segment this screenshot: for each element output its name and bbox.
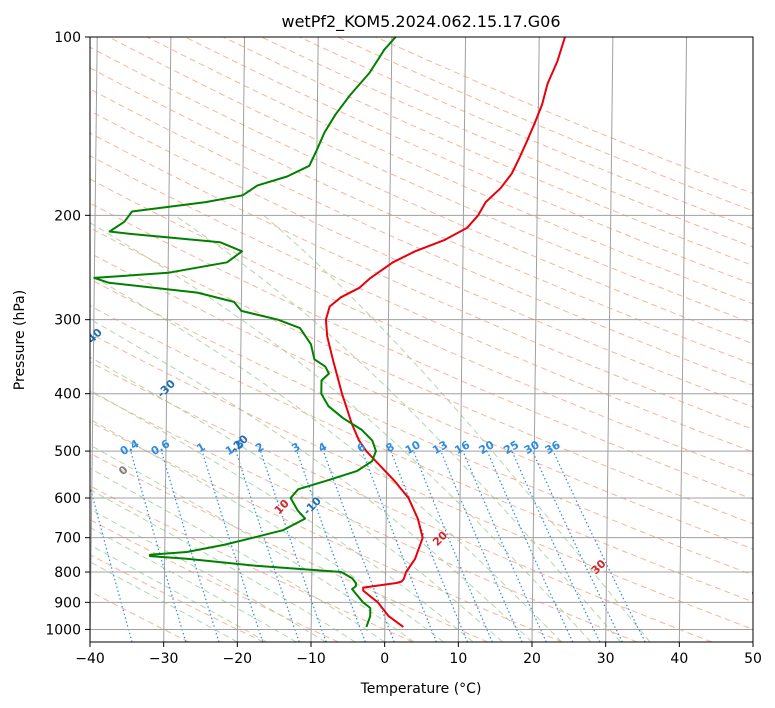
x-tick-label: −10 xyxy=(296,651,326,667)
dry-adiabat-line xyxy=(90,361,712,642)
dry-adiabat-line xyxy=(90,132,753,430)
mixing-ratio-line xyxy=(361,450,437,642)
isotherm-line xyxy=(678,37,688,642)
dry-adiabat-label: 40 xyxy=(748,582,768,602)
dry-adiabat-line xyxy=(90,305,753,603)
y-tick-label: 400 xyxy=(54,387,81,403)
y-tick-label: 600 xyxy=(54,491,81,507)
isotherm-line xyxy=(531,37,540,642)
moist-adiabat-line xyxy=(90,274,562,642)
mixing-ratio-line xyxy=(235,450,300,642)
dry-adiabat-line xyxy=(90,554,264,642)
isotherm-lines xyxy=(90,37,753,642)
dry-adiabat-line xyxy=(90,67,753,365)
mixing-ratio-label: 0.2 xyxy=(68,437,91,458)
chart-title: wetPf2_KOM5.2024.062.15.17.G06 xyxy=(281,12,560,32)
y-tick-label: 200 xyxy=(54,208,81,224)
dry-adiabat-line xyxy=(90,332,753,630)
moist-adiabat-line xyxy=(90,526,297,642)
mixing-ratio-line xyxy=(462,450,547,642)
isotherm-line xyxy=(457,37,467,642)
isotherm-line xyxy=(90,37,98,642)
mixing-ratio-line xyxy=(130,450,187,642)
y-tick-label: 100 xyxy=(54,30,81,46)
temperature-profile-line xyxy=(324,37,566,628)
dry-adiabat-lines xyxy=(90,37,753,642)
moist-adiabat-line xyxy=(90,222,592,642)
mixing-ratio-line xyxy=(160,450,220,642)
dry-adiabat-line xyxy=(90,390,638,642)
moist-adiabat-line xyxy=(90,508,326,642)
isotherm-line xyxy=(163,37,172,642)
dry-adiabat-line xyxy=(90,590,190,642)
dry-adiabat-line xyxy=(90,155,753,453)
x-axis-label: Temperature (°C) xyxy=(360,681,482,697)
pressure-gridlines xyxy=(90,37,753,630)
dry-adiabat-line xyxy=(146,37,753,305)
dry-adiabat-line xyxy=(90,278,753,576)
dewpoint-profile-line xyxy=(93,37,397,628)
moist-adiabat-lines xyxy=(90,214,651,642)
moist-adiabat-line xyxy=(90,488,356,642)
y-tick-label: 900 xyxy=(54,595,81,611)
mixing-ratio-line xyxy=(296,450,366,642)
plot-frame xyxy=(89,36,754,643)
y-tick-label: 500 xyxy=(54,444,81,460)
dry-adiabat-line xyxy=(90,88,753,387)
moist-adiabat-line xyxy=(90,444,415,642)
dry-adiabat-line xyxy=(90,227,753,525)
dry-adiabat-line xyxy=(90,485,414,642)
isotherm-line xyxy=(605,37,614,642)
y-tick-label: 700 xyxy=(54,531,81,547)
mixing-ratio-line xyxy=(201,450,264,642)
moist-adiabat-line xyxy=(263,214,651,642)
moist-adiabat-line xyxy=(174,214,621,642)
profile-lines xyxy=(93,37,566,628)
moist-adiabat-line xyxy=(90,356,503,642)
x-tick-label: 40 xyxy=(670,651,688,667)
x-tick-label: −30 xyxy=(149,651,179,667)
x-tick-label: 50 xyxy=(744,651,762,667)
y-axis-label: Pressure (hPa) xyxy=(12,290,28,390)
dry-adiabat-line xyxy=(90,202,753,500)
x-tick-label: −40 xyxy=(75,651,105,667)
mixing-ratio-line xyxy=(390,450,469,642)
axis-ticks: −40 −30 −20 −10 0 10 20 30 40 50 100 200 300 400 500 60… xyxy=(45,30,762,667)
y-tick-label: 800 xyxy=(54,565,81,581)
x-tick-label: 30 xyxy=(597,651,615,667)
x-tick-label: −20 xyxy=(223,651,253,667)
dry-adiabat-line xyxy=(90,252,753,550)
dry-adiabat-line xyxy=(108,37,753,325)
mixing-ratio-line xyxy=(260,450,327,642)
reference-line-labels: 0.10.20.40.611.52346810131620253036-100-… xyxy=(68,326,768,603)
dry-adiabat-line xyxy=(90,452,488,642)
isotherm-line xyxy=(310,37,319,642)
moist-adiabat-line xyxy=(90,418,444,642)
x-tick-label: 10 xyxy=(449,651,467,667)
x-tick-label: 0 xyxy=(380,651,389,667)
x-tick-label: 20 xyxy=(523,651,541,667)
mixing-ratio-line xyxy=(440,450,523,642)
isotherm-line xyxy=(384,37,393,642)
moist-adiabat-line xyxy=(90,318,533,642)
y-tick-label: 300 xyxy=(54,313,81,329)
mixing-ratio-line xyxy=(552,450,646,642)
y-tick-label: 1000 xyxy=(45,622,81,638)
